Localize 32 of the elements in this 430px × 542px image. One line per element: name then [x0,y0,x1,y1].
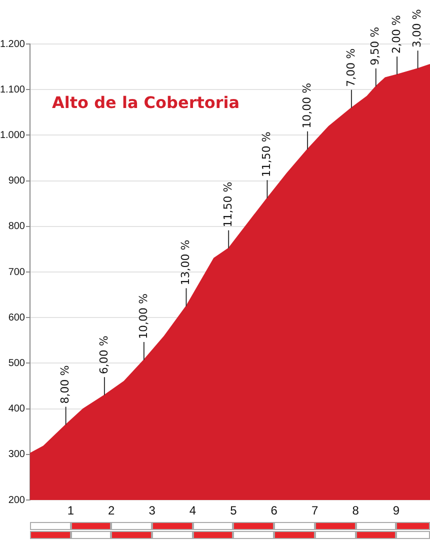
x-tick-label: 3 [148,504,156,518]
text: Alto de la Cobertoria [52,93,240,112]
y-tick-label: 500 [8,358,26,369]
annotation: 6,00 % [97,336,110,374]
annotation: 3,00 % [410,9,424,48]
annotation: 10,00 % [300,82,314,128]
y-tick-label: 900 [8,176,26,187]
annotation: 8,00 % [58,365,72,404]
x-tick-label: 7 [312,504,318,518]
annotation: 11,50 % [260,132,274,178]
x-tick-label: 9 [392,504,400,518]
annotation: 11,50 % [221,182,234,228]
x-tick-label: 1 [67,504,74,518]
y-tick-label: 1.000 [0,130,26,141]
x-tick-label: 8 [352,504,360,518]
y-tick-label: 1.100 [0,84,26,96]
y-tick-label: 200 [8,494,26,506]
y-tick-label: 1.200 [0,38,26,50]
y-tick-label: 400 [8,404,26,415]
x-tick-label: 5 [230,504,238,518]
y-tick-label: 600 [8,312,26,324]
y-tick-label: 800 [8,221,26,232]
annotation: 13,00 % [179,240,192,286]
annotation: 9,50 % [368,26,382,66]
annotation: 10,00 % [136,294,150,340]
x-tick-label: 4 [189,504,196,518]
annotation: 7,00 % [344,48,358,87]
annotation: 2,00 % [390,15,403,54]
y-tick-label: 300 [8,449,26,460]
y-tick-label: 700 [8,266,26,278]
x-tick-label: 6 [270,504,278,518]
x-tick-label: 2 [108,504,116,518]
